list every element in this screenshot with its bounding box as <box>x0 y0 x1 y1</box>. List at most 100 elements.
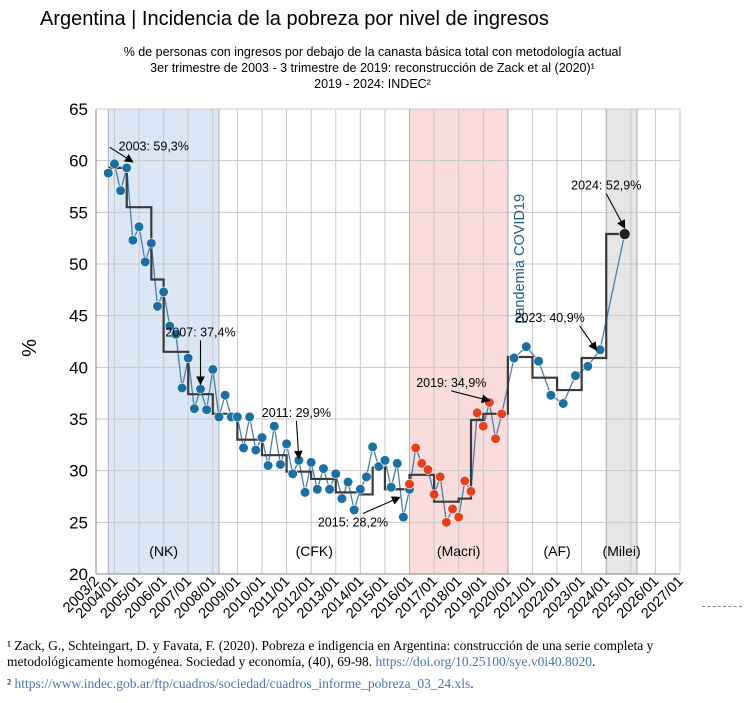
footnote-1-text: ¹ Zack, G., Schteingart, D. y Favata, F.… <box>7 638 654 669</box>
data-point-s0-9 <box>158 286 169 298</box>
data-point-s1-8 <box>453 512 464 523</box>
data-point-s0-8 <box>152 301 163 312</box>
period-label-4: (Milei) <box>603 543 641 559</box>
data-point-s2-5 <box>570 370 581 381</box>
chart-title: Argentina | Incidencia de la pobreza por… <box>40 8 549 30</box>
data-point-s0-13 <box>183 352 194 364</box>
data-point-s0-15 <box>195 383 206 395</box>
y-tick-label: 40 <box>69 358 88 377</box>
pandemic-label: pandemia COVID19 <box>512 194 528 324</box>
footnote-2-marker: ² <box>7 676 15 691</box>
data-point-s0-22 <box>238 442 249 454</box>
annotation-arrow-4 <box>451 390 491 403</box>
data-point-s0-33 <box>306 457 317 468</box>
annotation-label-3: 2015: 28,2% <box>318 515 388 529</box>
data-point-s0-34 <box>312 484 323 495</box>
data-point-s0-10 <box>164 320 175 332</box>
data-point-s1-9 <box>459 475 470 487</box>
period-label-0: (NK) <box>149 543 178 559</box>
data-point-s0-0 <box>103 167 114 179</box>
data-point-s2-6 <box>582 361 593 372</box>
annotation-arrow-5 <box>579 325 598 351</box>
poverty-chart: 20253035404550556065%2003/22004/012005/0… <box>19 100 687 622</box>
data-point-s2-1 <box>521 341 532 352</box>
data-point-s1-14 <box>490 433 501 444</box>
data-point-s0-26 <box>263 460 274 471</box>
chart-subtitle-line-3: 2019 - 2024: INDEC² <box>314 77 431 91</box>
footnote-2: ² https://www.indec.gob.ar/ftp/cuadros/s… <box>7 676 742 692</box>
period-label-1: (CFK) <box>296 543 333 559</box>
annotation-label-5: 2023: 40,9% <box>515 311 585 325</box>
data-point-s0-14 <box>189 403 200 414</box>
footnote-1-link[interactable]: https://doi.org/10.25100/sye.v0i40.8020 <box>375 654 593 669</box>
data-point-s1-3 <box>422 464 434 475</box>
annotation-label-1: 2007: 37,4% <box>165 325 235 339</box>
data-point-s1-11 <box>472 407 483 418</box>
data-point-s0-4 <box>127 235 138 246</box>
period-band-4 <box>606 109 637 574</box>
data-point-s1-0 <box>404 479 415 490</box>
data-point-s0-32 <box>299 487 311 498</box>
period-label-3: (AF) <box>543 543 570 559</box>
data-point-s0-27 <box>269 421 280 432</box>
footnote-2-link[interactable]: https://www.indec.gob.ar/ftp/cuadros/soc… <box>14 676 471 691</box>
data-point-s0-18 <box>213 411 225 423</box>
y-tick-label: 30 <box>69 462 88 481</box>
footnote-1: ¹ Zack, G., Schteingart, D. y Favata, F.… <box>7 638 742 670</box>
data-point-s0-37 <box>330 468 341 479</box>
data-point-s0-6 <box>140 256 151 268</box>
data-point-s0-42 <box>361 471 372 482</box>
data-point-s0-17 <box>207 364 218 375</box>
y-tick-label: 65 <box>69 100 88 119</box>
data-point-s1-6 <box>441 517 452 528</box>
data-point-s0-5 <box>133 221 145 232</box>
data-point-s1-15 <box>496 408 507 419</box>
data-point-s0-44 <box>373 461 384 472</box>
y-tick-label: 35 <box>69 410 88 429</box>
data-point-s0-43 <box>367 441 378 453</box>
data-point-s2-2 <box>533 356 544 367</box>
data-point-s0-16 <box>201 404 212 415</box>
data-point-s0-2 <box>115 185 126 196</box>
data-point-s0-23 <box>244 411 255 423</box>
data-point-s1-13 <box>484 397 495 408</box>
annotation-arrow-0 <box>109 146 134 163</box>
data-point-s0-39 <box>342 476 354 488</box>
annotation-arrow-6 <box>605 193 626 230</box>
data-point-s0-46 <box>385 482 397 493</box>
data-point-s1-2 <box>416 458 427 469</box>
data-point-s0-1 <box>109 158 120 169</box>
data-point-s0-30 <box>287 468 298 479</box>
y-tick-label: 50 <box>69 255 88 274</box>
data-point-s0-45 <box>379 455 391 466</box>
data-point-s0-12 <box>176 382 188 394</box>
annotation-label-6: 2024: 52,9% <box>571 179 641 193</box>
y-tick-label: 60 <box>69 152 88 171</box>
data-point-s2-0 <box>508 352 520 364</box>
y-tick-label: 25 <box>69 513 88 532</box>
chart-subtitle-line-2: 3er trimestre de 2003 - 3 trimestre de 2… <box>150 61 595 75</box>
chart-subtitle-line-1: % de personas con ingresos por debajo de… <box>123 45 622 59</box>
annotation-arrow-2 <box>293 420 303 460</box>
y-tick-label: 55 <box>69 203 88 222</box>
annual-step-line <box>108 166 625 503</box>
data-point-s0-28 <box>275 459 286 470</box>
data-point-s0-24 <box>250 444 261 456</box>
data-point-s1-1 <box>410 442 421 454</box>
data-point-s0-38 <box>336 493 347 504</box>
annotation-label-4: 2019: 34,9% <box>416 376 486 390</box>
data-point-s2-4 <box>558 398 569 409</box>
y-tick-label: 45 <box>69 307 88 326</box>
data-point-s0-36 <box>324 484 335 495</box>
data-point-s2-7 <box>594 344 606 355</box>
data-point-s1-4 <box>429 489 440 500</box>
period-label-2: (Macri) <box>437 543 481 559</box>
annotation-label-2: 2011: 29,9% <box>262 406 331 420</box>
data-point-s0-11 <box>170 329 182 340</box>
data-point-s1-5 <box>435 471 446 482</box>
data-point-s0-19 <box>219 390 231 401</box>
y-axis-label: % <box>19 339 41 357</box>
data-point-s2-3 <box>545 390 557 401</box>
data-point-s3-0 <box>618 228 631 240</box>
data-point-s1-12 <box>478 421 489 432</box>
